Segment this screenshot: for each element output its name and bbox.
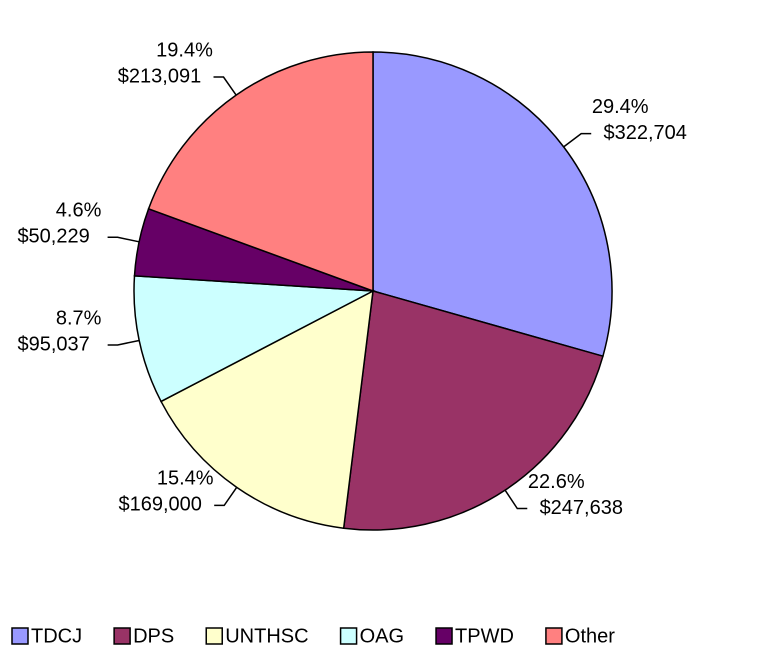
legend-swatch (339, 627, 358, 645)
legend-label: TPWD (455, 625, 514, 647)
leader-line (214, 486, 238, 507)
legend-swatch (205, 627, 223, 645)
value-label: $50,229 (17, 226, 89, 248)
value-label: $169,000 (118, 494, 201, 516)
value-label: $213,091 (118, 65, 201, 87)
legend-label: Other (565, 625, 615, 647)
leader-line (563, 132, 592, 148)
percent-label: 8.7% (56, 307, 102, 329)
leader-line (107, 236, 140, 243)
value-label: $95,037 (18, 333, 90, 355)
pie-slice (133, 275, 376, 403)
legend-label: TDCJ (31, 625, 82, 647)
legend-label: DPS (133, 625, 174, 647)
leader-line (107, 339, 140, 346)
legend-swatch (113, 627, 131, 645)
percent-label: 15.4% (157, 468, 214, 490)
legend-swatch (435, 627, 453, 645)
legend-label: OAG (360, 625, 404, 647)
legend-label: UNTHSC (225, 625, 308, 647)
legend-swatch (11, 627, 29, 645)
percent-label: 4.6% (56, 200, 102, 222)
value-label: $322,704 (604, 122, 687, 144)
pie-slice (372, 51, 613, 358)
percent-label: 19.4% (156, 39, 213, 61)
legend-swatch (545, 627, 563, 645)
leader-line (504, 489, 528, 510)
pie-slice (342, 290, 604, 531)
pie-slice (147, 51, 374, 293)
percent-label: 22.6% (528, 471, 585, 493)
leader-line (213, 76, 237, 96)
value-label: $247,638 (540, 497, 623, 519)
percent-label: 29.4% (592, 96, 649, 118)
